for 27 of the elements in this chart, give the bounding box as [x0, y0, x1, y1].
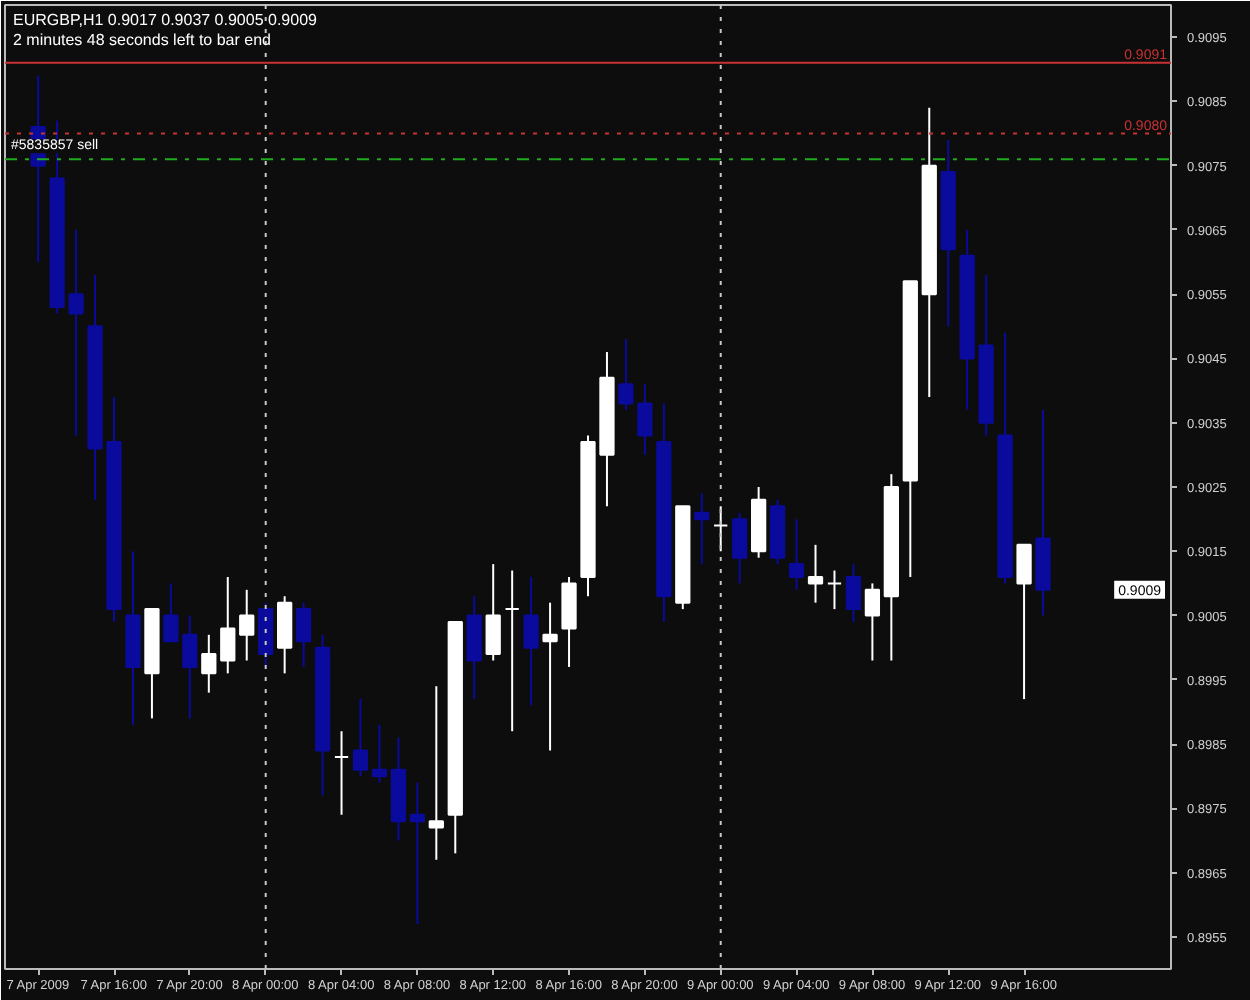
- candlestick: [485, 563, 501, 662]
- candlestick: [561, 575, 577, 668]
- candlestick: [523, 575, 539, 707]
- candlestick: [1016, 543, 1032, 701]
- candlestick: [220, 575, 236, 675]
- candlestick: [352, 698, 369, 778]
- candlestick: [409, 781, 425, 926]
- candlestick: [239, 588, 255, 662]
- candlestick: [277, 595, 293, 675]
- candlestick: [371, 723, 388, 784]
- candlestick: [694, 492, 710, 566]
- candlestick: [504, 569, 520, 733]
- candlestick: [826, 569, 843, 611]
- candlestick: [295, 601, 312, 668]
- candlestick: [428, 685, 444, 861]
- text: 2 minutes 48 seconds left to bar end: [13, 31, 271, 49]
- candlestick: [807, 543, 824, 604]
- candlestick: [864, 582, 881, 662]
- candlestick: [845, 563, 862, 623]
- candlestick: [201, 633, 217, 694]
- candlestick: [788, 518, 805, 591]
- candlestick: [466, 595, 482, 701]
- candlestick: [542, 601, 558, 752]
- candlestick: [713, 505, 729, 553]
- candlestick: [333, 730, 350, 816]
- chart-title: EURGBP,H1 0.9017 0.9037 0.9005 0.9009: [13, 11, 319, 29]
- candlestick: [732, 511, 748, 585]
